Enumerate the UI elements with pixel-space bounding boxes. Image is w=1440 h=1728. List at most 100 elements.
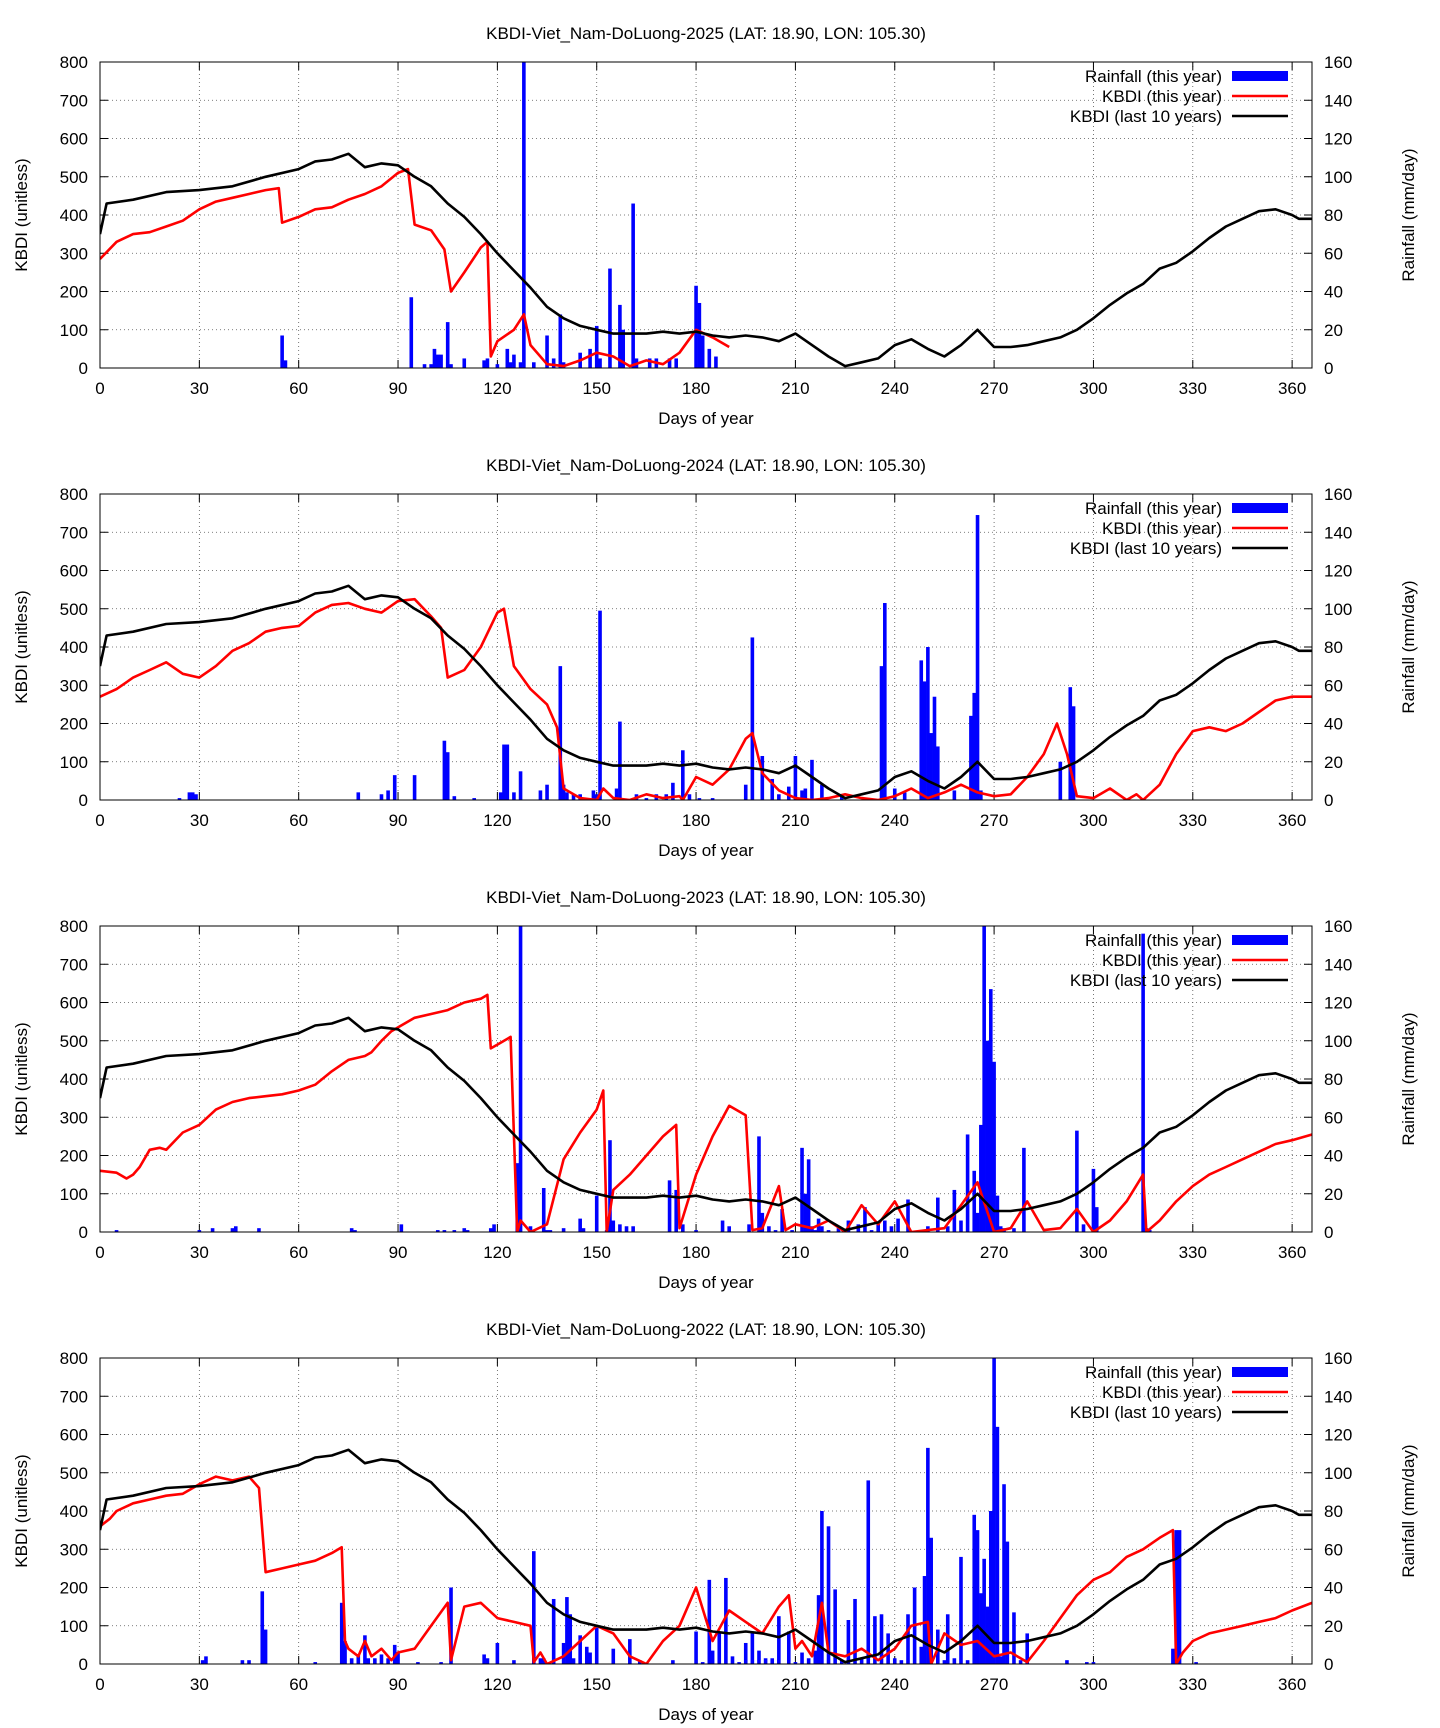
rainfall-bar bbox=[813, 1230, 818, 1232]
x-tick-label: 300 bbox=[1079, 379, 1107, 398]
x-tick-label: 270 bbox=[980, 1675, 1008, 1694]
legend-swatch bbox=[1232, 1367, 1288, 1377]
rainfall-bar bbox=[452, 1230, 457, 1232]
rainfall-bar bbox=[806, 1658, 811, 1664]
rainfall-bar bbox=[439, 354, 443, 368]
x-tick-label: 270 bbox=[980, 1243, 1008, 1262]
rainfall-bar bbox=[379, 1654, 384, 1664]
plot-area bbox=[100, 515, 1312, 800]
rainfall-bar bbox=[621, 329, 626, 368]
y2-tick-label: 0 bbox=[1324, 791, 1333, 810]
rainfall-bar bbox=[1022, 1147, 1026, 1232]
legend-swatch bbox=[1232, 71, 1288, 81]
y2-tick-label: 160 bbox=[1324, 917, 1352, 936]
y-tick-label: 600 bbox=[60, 1426, 88, 1445]
x-tick-label: 360 bbox=[1278, 379, 1306, 398]
rainfall-bar bbox=[204, 1656, 208, 1664]
rainfall-bar bbox=[674, 358, 678, 368]
rainfall-bar bbox=[611, 1648, 616, 1664]
plot-frame bbox=[99, 925, 1313, 1233]
legend-label: Rainfall (this year) bbox=[1085, 931, 1222, 950]
y2-tick-label: 80 bbox=[1324, 1502, 1343, 1521]
x-tick-label: 0 bbox=[95, 1243, 104, 1262]
rainfall-bar bbox=[482, 360, 486, 368]
y-tick-label: 0 bbox=[79, 1223, 88, 1242]
x-tick-label: 300 bbox=[1079, 1243, 1107, 1262]
rainfall-bar bbox=[992, 1358, 996, 1664]
y-tick-label: 400 bbox=[60, 206, 88, 225]
rainfall-bar bbox=[508, 362, 513, 368]
x-tick-label: 180 bbox=[682, 811, 710, 830]
rainfall-bar bbox=[472, 798, 476, 800]
rainfall-bar bbox=[512, 792, 516, 800]
rainfall-bar bbox=[247, 1660, 251, 1664]
y-tick-label: 0 bbox=[79, 1655, 88, 1674]
y-tick-label: 100 bbox=[60, 753, 88, 772]
rainfall-bar bbox=[177, 798, 182, 800]
rainfall-bar bbox=[1174, 1530, 1179, 1664]
y-tick-label: 600 bbox=[60, 130, 88, 149]
y2-tick-label: 60 bbox=[1324, 244, 1343, 263]
y-tick-label: 700 bbox=[60, 91, 88, 110]
rainfall-bar bbox=[522, 62, 526, 368]
rainfall-bar bbox=[624, 1226, 629, 1232]
rainfall-bar bbox=[786, 1631, 791, 1664]
rainfall-bar bbox=[760, 1212, 765, 1232]
rainfall-bar bbox=[770, 778, 775, 800]
rainfall-bar bbox=[187, 792, 192, 800]
rainfall-bar bbox=[591, 790, 596, 800]
rainfall-bar bbox=[445, 322, 450, 368]
rainfall-bar bbox=[687, 794, 692, 800]
rainfall-bar bbox=[707, 348, 712, 368]
rainfall-bar bbox=[558, 314, 563, 368]
x-tick-label: 330 bbox=[1179, 1243, 1207, 1262]
rainfall-bar bbox=[750, 1631, 755, 1664]
rainfall-bar bbox=[700, 335, 705, 368]
rainfall-bar bbox=[435, 1230, 440, 1232]
rainfall-bar bbox=[919, 660, 924, 800]
rainfall-bar bbox=[608, 1140, 612, 1232]
x-tick-label: 210 bbox=[781, 1243, 809, 1262]
rainfall-bar bbox=[1194, 1662, 1198, 1664]
legend-label: KBDI (last 10 years) bbox=[1070, 971, 1222, 990]
x-axis-label: Days of year bbox=[658, 409, 754, 428]
rainfall-bar bbox=[972, 1514, 977, 1664]
y-tick-label: 400 bbox=[60, 1502, 88, 1521]
rainfall-bar bbox=[700, 1662, 705, 1664]
rainfall-bar bbox=[1002, 1484, 1006, 1664]
rainfall-bar bbox=[581, 1228, 586, 1232]
rainfall-bar bbox=[492, 1224, 496, 1232]
rainfall-bar bbox=[763, 1658, 768, 1664]
y2-tick-label: 40 bbox=[1324, 1147, 1343, 1166]
y2-tick-label: 80 bbox=[1324, 206, 1343, 225]
plot-frame bbox=[99, 493, 1313, 801]
rainfall-bar bbox=[959, 1220, 963, 1232]
rainfall-bar bbox=[803, 788, 808, 800]
x-tick-label: 330 bbox=[1179, 811, 1207, 830]
x-tick-label: 0 bbox=[95, 811, 104, 830]
rainfall-bar bbox=[674, 1189, 678, 1232]
y2-tick-label: 20 bbox=[1324, 753, 1343, 772]
rainfall-bar bbox=[551, 1598, 556, 1664]
x-tick-label: 60 bbox=[289, 1675, 308, 1694]
y-tick-label: 200 bbox=[60, 1147, 88, 1166]
rainfall-bar bbox=[979, 790, 983, 800]
rainfall-bar bbox=[859, 1658, 864, 1664]
rainfall-bar bbox=[565, 1597, 569, 1664]
y-axis-label: KBDI (unitless) bbox=[12, 1022, 31, 1135]
rainfall-bar bbox=[806, 1159, 811, 1232]
y-tick-label: 800 bbox=[60, 53, 88, 72]
kbdi-this-year-line bbox=[100, 597, 1312, 800]
rainfall-bar bbox=[800, 790, 804, 800]
y-axis-label: KBDI (unitless) bbox=[12, 1454, 31, 1567]
y2-tick-label: 100 bbox=[1324, 600, 1352, 619]
y2-tick-label: 20 bbox=[1324, 321, 1343, 340]
legend-swatch bbox=[1232, 935, 1288, 945]
x-tick-label: 150 bbox=[583, 1675, 611, 1694]
plot-area bbox=[100, 1358, 1312, 1664]
rainfall-bar bbox=[667, 1180, 672, 1232]
rainfall-bar bbox=[518, 362, 523, 368]
rainfall-bar bbox=[743, 1642, 748, 1664]
y2-tick-label: 80 bbox=[1324, 1070, 1343, 1089]
